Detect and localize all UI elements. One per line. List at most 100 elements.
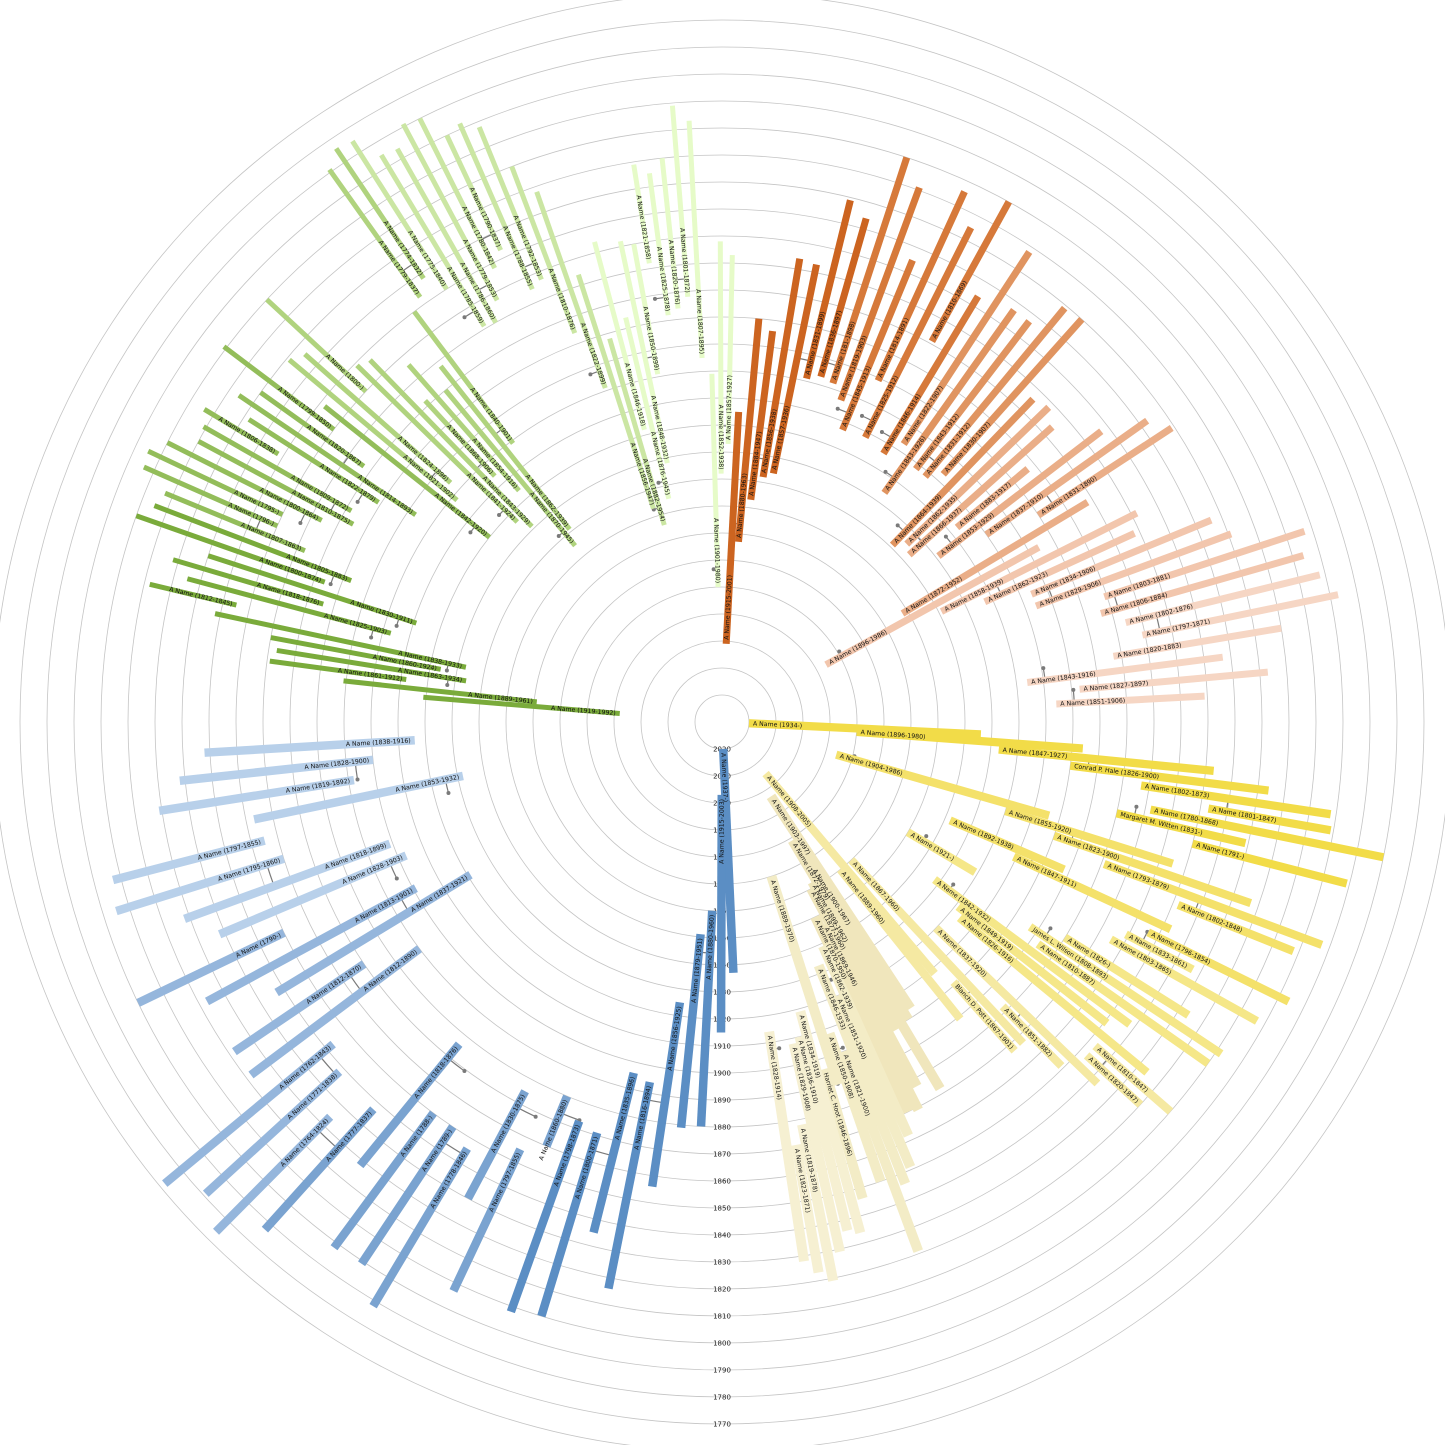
lifespan-bar <box>647 1001 685 1188</box>
lifespan-bar <box>881 308 1017 495</box>
lifespan-bar <box>237 393 417 517</box>
lifespan-bar <box>1027 923 1224 1058</box>
link-dot <box>355 499 360 504</box>
person-label: A Name (1889-1970) <box>769 879 795 943</box>
lifespan-bar <box>423 399 497 478</box>
lifespan-bar <box>791 1143 824 1274</box>
lifespan-bar <box>506 1119 584 1314</box>
person-label: A Name (1870-1945) <box>528 491 575 545</box>
link-dot <box>328 582 333 587</box>
lifespan-bar <box>984 417 1150 538</box>
lifespan-bar <box>443 388 578 548</box>
lifespan-bar <box>270 635 442 672</box>
link-dot <box>1041 666 1046 671</box>
lifespan-bar <box>717 241 724 474</box>
lifespan-bar <box>417 117 497 270</box>
lifespan-bar <box>1102 860 1324 949</box>
lifespan-bar <box>369 1146 471 1309</box>
lifespan-bar <box>819 922 923 1113</box>
lifespan-bar <box>222 344 336 432</box>
lifespan-bar <box>1140 781 1332 819</box>
link-dot <box>883 469 888 474</box>
lifespan-bar <box>1011 853 1173 933</box>
lifespan-bar <box>848 857 1026 1046</box>
lifespan-bar <box>509 165 578 335</box>
lifespan-bar <box>880 294 982 456</box>
lifespan-bar <box>824 1031 886 1184</box>
lifespan-bar <box>631 164 652 264</box>
lifespan-bar <box>862 226 975 440</box>
person-label: A Name (1800-) <box>324 353 365 392</box>
person-label: A Name (1790-) <box>235 932 282 960</box>
lifespan-bar <box>939 510 1139 615</box>
lifespan-bar <box>1149 805 1385 862</box>
person-label: A Name (1835-1896) <box>614 1076 637 1141</box>
lifespan-bar <box>983 530 1136 606</box>
lifespan-bar <box>764 1030 809 1262</box>
lifespan-bar <box>806 886 922 1089</box>
lifespan-bar <box>747 330 777 501</box>
lifespan-bar <box>716 794 727 1033</box>
lifespan-bar <box>659 157 681 309</box>
person-label: A Name (1825-1912) <box>864 374 899 435</box>
lifespan-bar <box>406 363 521 493</box>
lifespan-bar <box>1100 552 1305 617</box>
person-label: A Name (1840-1901) <box>468 386 513 442</box>
lifespan-bar <box>905 828 978 876</box>
person-label: A Name (1798-1873) <box>553 1124 581 1188</box>
lifespan-bar <box>955 903 1110 1027</box>
link-dot <box>462 1069 467 1074</box>
lifespan-bar <box>722 411 743 645</box>
lifespan-bar <box>172 557 324 607</box>
person-label: A Name (1901-1980) <box>712 518 721 583</box>
lifespan-bar <box>835 750 1051 820</box>
lifespan-bar <box>232 960 367 1056</box>
person-label: A Name (1797-1855) <box>488 1152 522 1214</box>
lifespan-bar <box>1141 591 1339 639</box>
lifespan-bar <box>709 373 721 588</box>
year-tick-label: 1910 <box>713 1043 731 1051</box>
year-ring-1820 <box>154 154 1290 1290</box>
year-ring-1830 <box>181 181 1263 1263</box>
link-dot <box>556 533 561 538</box>
lifespan-bar <box>464 1089 529 1201</box>
lifespan-bar <box>631 243 661 375</box>
person-label: A Name (1828-1900) <box>304 757 369 771</box>
year-ring-1780 <box>46 46 1398 1398</box>
link-dot <box>445 683 450 688</box>
link-dot <box>656 480 661 485</box>
lifespan-bar <box>813 963 910 1186</box>
lifespan-bar <box>839 1049 923 1253</box>
lifespan-bar <box>817 217 870 378</box>
person-label: A Name (1800-1871) <box>574 1136 600 1200</box>
lifespan-bar <box>904 404 1052 547</box>
lifespan-bar <box>933 925 1101 1087</box>
year-ring-1770 <box>19 19 1425 1425</box>
lifespan-bar <box>839 258 916 432</box>
person-label: A Name (1851-1906) <box>1060 697 1125 707</box>
lifespan-bar <box>183 839 392 923</box>
year-ring-1800 <box>100 100 1344 1344</box>
link-dot <box>924 834 929 839</box>
lifespan-bar <box>1062 934 1191 1019</box>
lifespan-bar <box>323 404 492 540</box>
lifespan-bar <box>592 241 647 431</box>
lifespan-bar <box>412 310 516 445</box>
person-label: A Name (1818-1876) <box>413 1045 460 1100</box>
link-dot <box>533 1114 538 1119</box>
lifespan-bar <box>164 490 306 553</box>
lifespan-bar <box>202 424 353 514</box>
lifespan-bar <box>135 513 326 585</box>
link-dot <box>943 534 948 539</box>
lifespan-bar <box>936 428 1104 559</box>
lifespan-bar <box>833 993 916 1169</box>
year-tick-label: 1800 <box>713 1340 731 1348</box>
lifespan-bar <box>350 139 449 291</box>
lifespan-bar <box>400 122 500 302</box>
person-label: A Name (1830-1875) <box>490 1093 527 1154</box>
person-label: A Name (1896-1980) <box>860 729 925 741</box>
lifespan-bar <box>1083 1052 1144 1108</box>
lifespan-bar <box>379 153 487 328</box>
lifespan-bar <box>276 647 467 684</box>
lifespan-bar <box>922 305 1068 479</box>
